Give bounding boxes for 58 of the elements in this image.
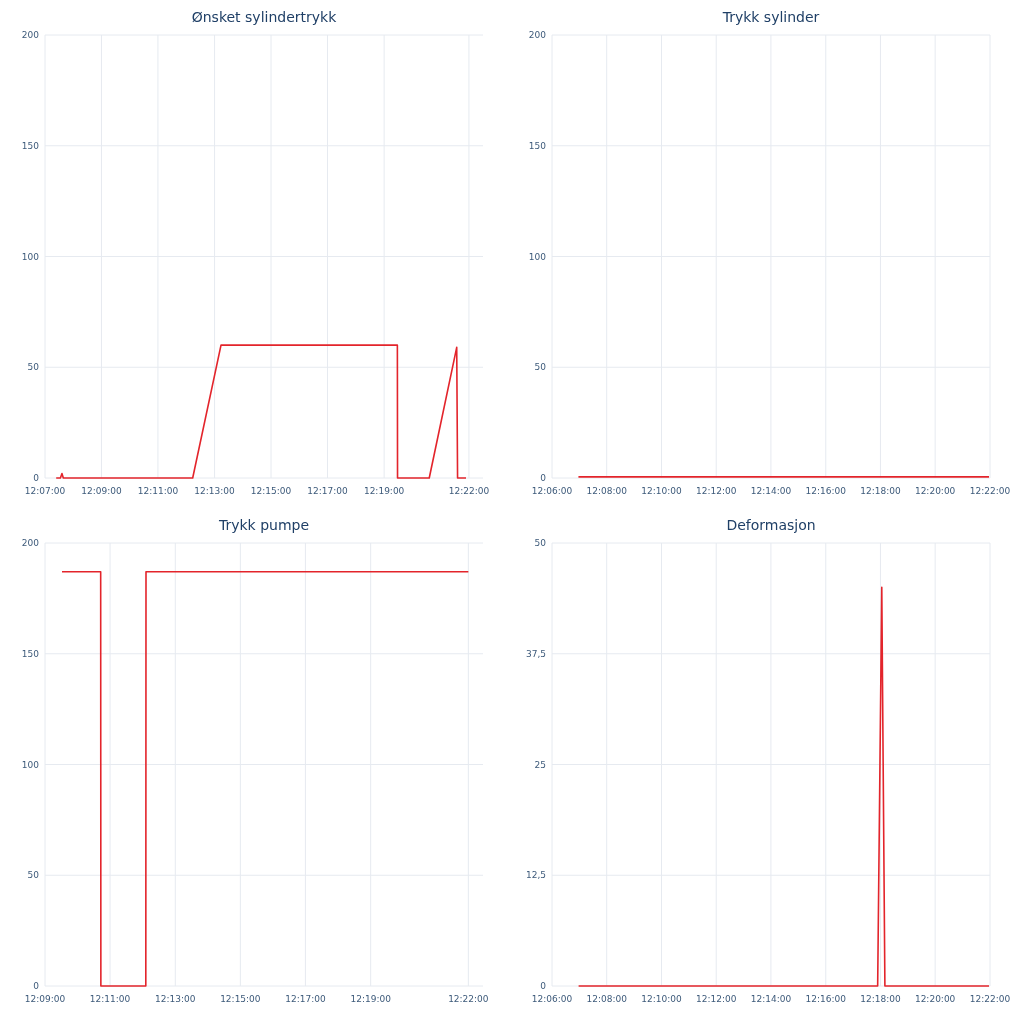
x-tick-label: 12:12:00: [696, 486, 737, 496]
x-tick-label: 12:22:00: [448, 994, 489, 1004]
x-tick-label: 12:11:00: [89, 994, 131, 1004]
x-tick-label: 12:18:00: [860, 994, 901, 1004]
y-tick-label: 0: [540, 981, 547, 991]
x-tick-label: 12:15:00: [250, 486, 292, 496]
y-tick-label: 25: [534, 759, 546, 770]
x-tick-label: 12:15:00: [220, 994, 261, 1004]
y-tick-label: 0: [540, 473, 547, 483]
x-tick-label: 12:11:00: [137, 486, 179, 496]
x-tick-label: 12:12:00: [696, 994, 737, 1004]
chart-title: Deformasjon: [726, 517, 816, 533]
x-tick-label: 12:22:00: [448, 486, 490, 496]
y-tick-label: 50: [27, 870, 40, 881]
y-tick-label: 200: [21, 30, 40, 40]
x-tick-label: 12:13:00: [194, 486, 236, 496]
x-tick-label: 12:19:00: [350, 994, 392, 1004]
y-tick-label: 200: [21, 538, 40, 548]
y-tick-label: 37,5: [525, 648, 546, 659]
y-tick-label: 50: [534, 362, 547, 373]
y-tick-label: 150: [21, 140, 40, 151]
x-tick-label: 12:19:00: [363, 486, 405, 496]
x-tick-label: 12:14:00: [750, 994, 792, 1004]
chart-title: Ønsket sylindertrykk: [191, 9, 338, 25]
x-tick-label: 12:13:00: [155, 994, 196, 1004]
x-tick-label: 12:06:00: [531, 486, 573, 496]
chart-title: Trykk sylinder: [721, 9, 820, 25]
x-tick-label: 12:20:00: [914, 486, 956, 496]
y-tick-label: 50: [534, 538, 547, 548]
chart-title: Trykk pumpe: [217, 517, 310, 533]
x-tick-label: 12:06:00: [531, 994, 573, 1004]
x-tick-label: 12:22:00: [969, 486, 1011, 496]
x-tick-label: 12:14:00: [750, 486, 792, 496]
x-tick-label: 12:09:00: [81, 486, 122, 496]
y-tick-label: 200: [528, 30, 547, 40]
y-tick-label: 0: [33, 981, 40, 991]
x-tick-label: 12:18:00: [860, 486, 901, 496]
x-tick-label: 12:09:00: [24, 994, 66, 1004]
x-tick-label: 12:20:00: [914, 994, 956, 1004]
x-tick-label: 12:17:00: [285, 994, 326, 1004]
x-tick-label: 12:07:00: [24, 486, 66, 496]
y-tick-label: 150: [21, 648, 40, 659]
x-tick-label: 12:08:00: [586, 994, 628, 1004]
x-tick-label: 12:16:00: [805, 486, 847, 496]
x-tick-label: 12:10:00: [641, 486, 683, 496]
y-tick-label: 50: [27, 362, 40, 373]
x-tick-label: 12:08:00: [586, 486, 628, 496]
y-tick-label: 150: [528, 140, 547, 151]
x-tick-label: 12:17:00: [307, 486, 348, 496]
line-series: [55, 344, 467, 479]
y-tick-label: 100: [528, 251, 547, 262]
x-tick-label: 12:22:00: [969, 994, 1011, 1004]
y-tick-label: 100: [21, 251, 40, 262]
y-tick-label: 100: [21, 759, 40, 770]
y-tick-label: 12,5: [525, 870, 546, 881]
x-tick-label: 12:16:00: [805, 994, 847, 1004]
x-tick-label: 12:10:00: [641, 994, 683, 1004]
y-tick-label: 0: [33, 473, 40, 483]
